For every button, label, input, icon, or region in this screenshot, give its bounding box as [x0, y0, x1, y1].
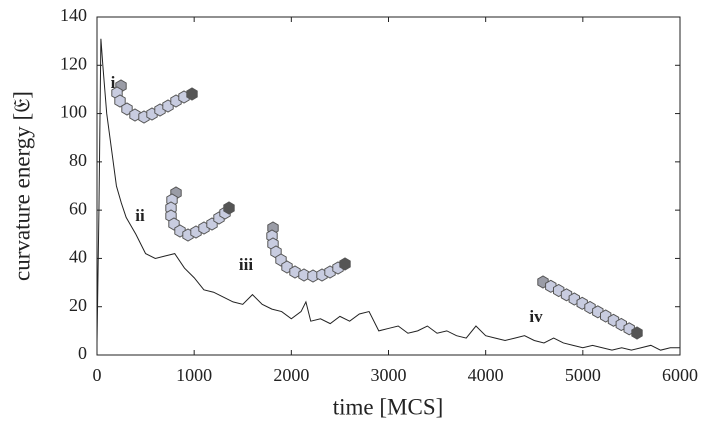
y-tick-label: 40: [69, 247, 87, 267]
x-tick-label: 0: [93, 365, 102, 385]
x-tick-label: 1000: [176, 365, 212, 385]
polymer-bead: [186, 87, 198, 101]
x-axis-title: time [MCS]: [333, 394, 444, 419]
polymer-bead: [114, 94, 126, 108]
polymer-bead: [631, 326, 643, 340]
annotation: ii: [135, 206, 145, 225]
x-tick-label: 6000: [662, 365, 698, 385]
y-tick-label: 0: [78, 343, 87, 363]
data-line: [96, 38, 680, 351]
y-tick-label: 80: [69, 150, 87, 170]
annotation: i: [111, 73, 116, 92]
annotation: iii: [239, 255, 253, 274]
polymer-bead: [223, 201, 235, 215]
x-tick-label: 3000: [371, 365, 407, 385]
polymer-bead: [289, 265, 301, 279]
x-tick-label: 5000: [565, 365, 601, 385]
y-tick-label: 120: [60, 53, 87, 73]
x-tick-label: 2000: [273, 365, 309, 385]
polymer-bead: [339, 257, 351, 271]
y-tick-label: 20: [69, 295, 87, 315]
y-axis-title: curvature energy [𝔈]: [9, 91, 34, 281]
y-tick-label: 140: [60, 5, 87, 25]
y-tick-label: 60: [69, 198, 87, 218]
x-tick-label: 4000: [468, 365, 504, 385]
annotation: iv: [529, 307, 543, 326]
y-tick-label: 100: [60, 102, 87, 122]
polymer-bead: [129, 108, 141, 122]
